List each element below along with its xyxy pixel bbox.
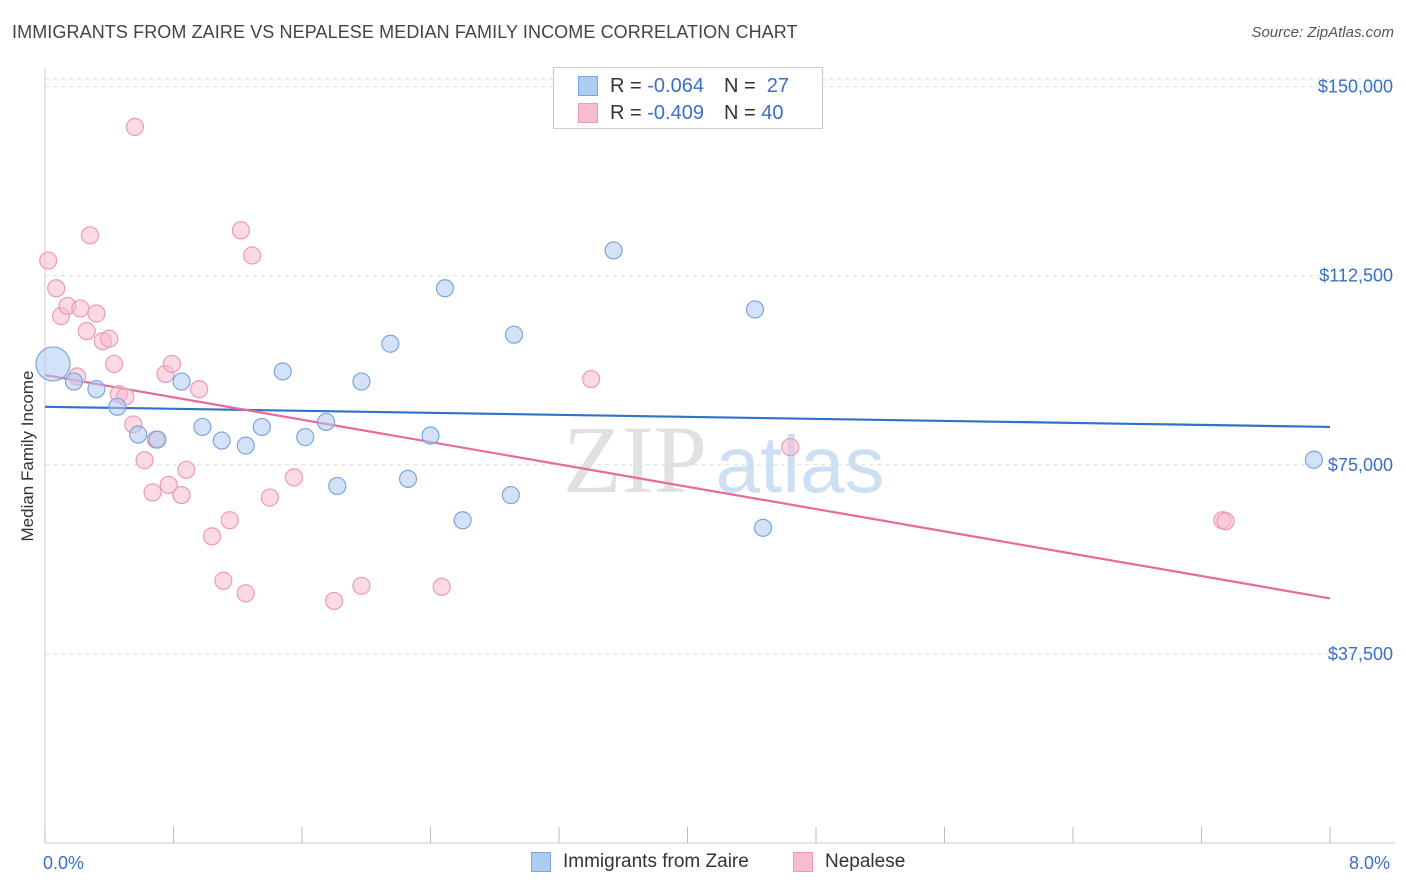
series-legend-zaire[interactable]: Immigrants from Zaire <box>531 851 749 873</box>
data-point-zaire <box>421 426 440 445</box>
legend-n-value: 27 <box>766 74 790 97</box>
data-point-nepalese <box>260 488 279 507</box>
data-points <box>35 117 1324 611</box>
y-axis-label: Median Family Income <box>18 370 37 541</box>
chart-title: IMMIGRANTS FROM ZAIRE VS NEPALESE MEDIAN… <box>12 22 798 42</box>
legend-n-label: N = <box>723 101 756 124</box>
legend-n-value: 40 <box>761 101 784 124</box>
data-point-zaire <box>316 412 336 432</box>
data-point-nepalese <box>231 221 251 240</box>
data-point-nepalese <box>432 577 451 596</box>
data-point-zaire <box>87 380 106 399</box>
legend-swatch-blue <box>578 76 598 96</box>
legend-r-value: -0.064 <box>647 74 704 97</box>
data-point-nepalese <box>284 468 304 487</box>
data-point-nepalese <box>781 438 800 457</box>
data-point-zaire <box>148 430 167 449</box>
data-point-zaire <box>604 241 623 260</box>
x-tick-min: 0.0% <box>43 853 85 873</box>
data-point-zaire <box>172 372 191 391</box>
data-point-nepalese <box>190 380 209 399</box>
y-tick-labels: $37,500 $75,000 $112,500 $150,000 <box>1318 77 1393 664</box>
data-point-nepalese <box>125 117 145 137</box>
data-point-zaire <box>212 431 231 450</box>
data-point-nepalese <box>71 299 90 318</box>
legend-r-value: -0.409 <box>647 101 704 124</box>
data-point-nepalese <box>236 584 255 603</box>
series-label-nepalese: Nepalese <box>825 851 906 872</box>
data-point-zaire <box>398 469 418 489</box>
trend-lines <box>44 373 1331 600</box>
data-point-nepalese <box>77 322 96 341</box>
data-point-zaire <box>381 334 400 353</box>
data-point-nepalese <box>100 329 119 348</box>
data-point-zaire <box>236 436 255 455</box>
series-label-zaire: Immigrants from Zaire <box>563 851 749 872</box>
data-point-nepalese <box>162 354 181 374</box>
grid-lines <box>45 78 1395 655</box>
trend-line-zaire <box>44 405 1331 429</box>
series-legend-nepalese[interactable]: Nepalese <box>793 851 905 873</box>
data-point-nepalese <box>47 279 66 298</box>
legend-swatch-pink <box>578 103 598 123</box>
data-point-zaire <box>129 425 148 444</box>
data-point-zaire <box>273 362 292 381</box>
data-point-zaire <box>296 427 315 447</box>
data-point-nepalese <box>172 485 191 505</box>
y-tick-label: $112,500 <box>1319 266 1393 286</box>
y-tick-label: $37,500 <box>1328 644 1393 664</box>
data-point-zaire <box>504 325 524 344</box>
series-legend: Immigrants from Zaire Nepalese <box>0 851 1406 877</box>
data-point-zaire <box>753 518 773 537</box>
data-point-nepalese <box>104 354 124 374</box>
data-point-nepalese <box>220 511 239 530</box>
data-point-zaire <box>501 485 520 505</box>
legend-row-nepalese: R = -0.409 N = 40 <box>578 101 783 125</box>
data-point-zaire <box>328 476 347 496</box>
watermark: ZIP atlas <box>563 406 884 513</box>
data-point-zaire <box>35 346 71 382</box>
data-point-nepalese <box>80 226 100 245</box>
data-point-zaire <box>1304 450 1324 469</box>
x-tick-max: 8.0% <box>1349 853 1391 873</box>
data-point-nepalese <box>582 369 601 389</box>
data-point-zaire <box>453 511 472 530</box>
data-point-zaire <box>352 372 371 391</box>
data-point-nepalese <box>325 591 344 611</box>
watermark-zip: ZIP <box>563 406 707 513</box>
data-point-zaire <box>745 300 765 319</box>
correlation-legend: R = -0.064 N = 27 R = -0.409 N = 40 <box>553 67 823 129</box>
y-tick-label: $150,000 <box>1318 77 1393 97</box>
watermark-atlas: atlas <box>716 420 885 509</box>
data-point-nepalese <box>143 483 162 502</box>
data-point-zaire <box>252 417 271 437</box>
data-point-nepalese <box>87 304 106 323</box>
legend-n-label: N = <box>723 74 756 97</box>
data-point-zaire <box>108 397 127 416</box>
legend-row-zaire: R = -0.064 N = 27 <box>578 74 789 98</box>
data-point-nepalese <box>352 576 371 595</box>
y-tick-label: $75,000 <box>1328 455 1393 475</box>
series-swatch-blue <box>531 852 551 872</box>
data-point-nepalese <box>39 251 58 270</box>
data-point-nepalese <box>177 460 196 479</box>
axes <box>44 68 1395 844</box>
data-point-nepalese <box>243 246 262 265</box>
data-point-nepalese <box>202 527 222 546</box>
data-point-zaire <box>435 279 455 298</box>
series-swatch-pink <box>793 852 813 872</box>
source-label: Source: ZipAtlas.com <box>1251 24 1394 41</box>
data-point-nepalese <box>135 451 154 470</box>
data-point-zaire <box>64 372 84 391</box>
legend-r-label: R = <box>610 101 642 124</box>
legend-r-label: R = <box>610 74 642 97</box>
data-point-nepalese <box>159 475 178 495</box>
data-point-zaire <box>193 417 212 437</box>
data-point-nepalese <box>1216 512 1235 531</box>
data-point-nepalese <box>214 571 233 590</box>
trend-line-nepalese <box>44 373 1331 600</box>
